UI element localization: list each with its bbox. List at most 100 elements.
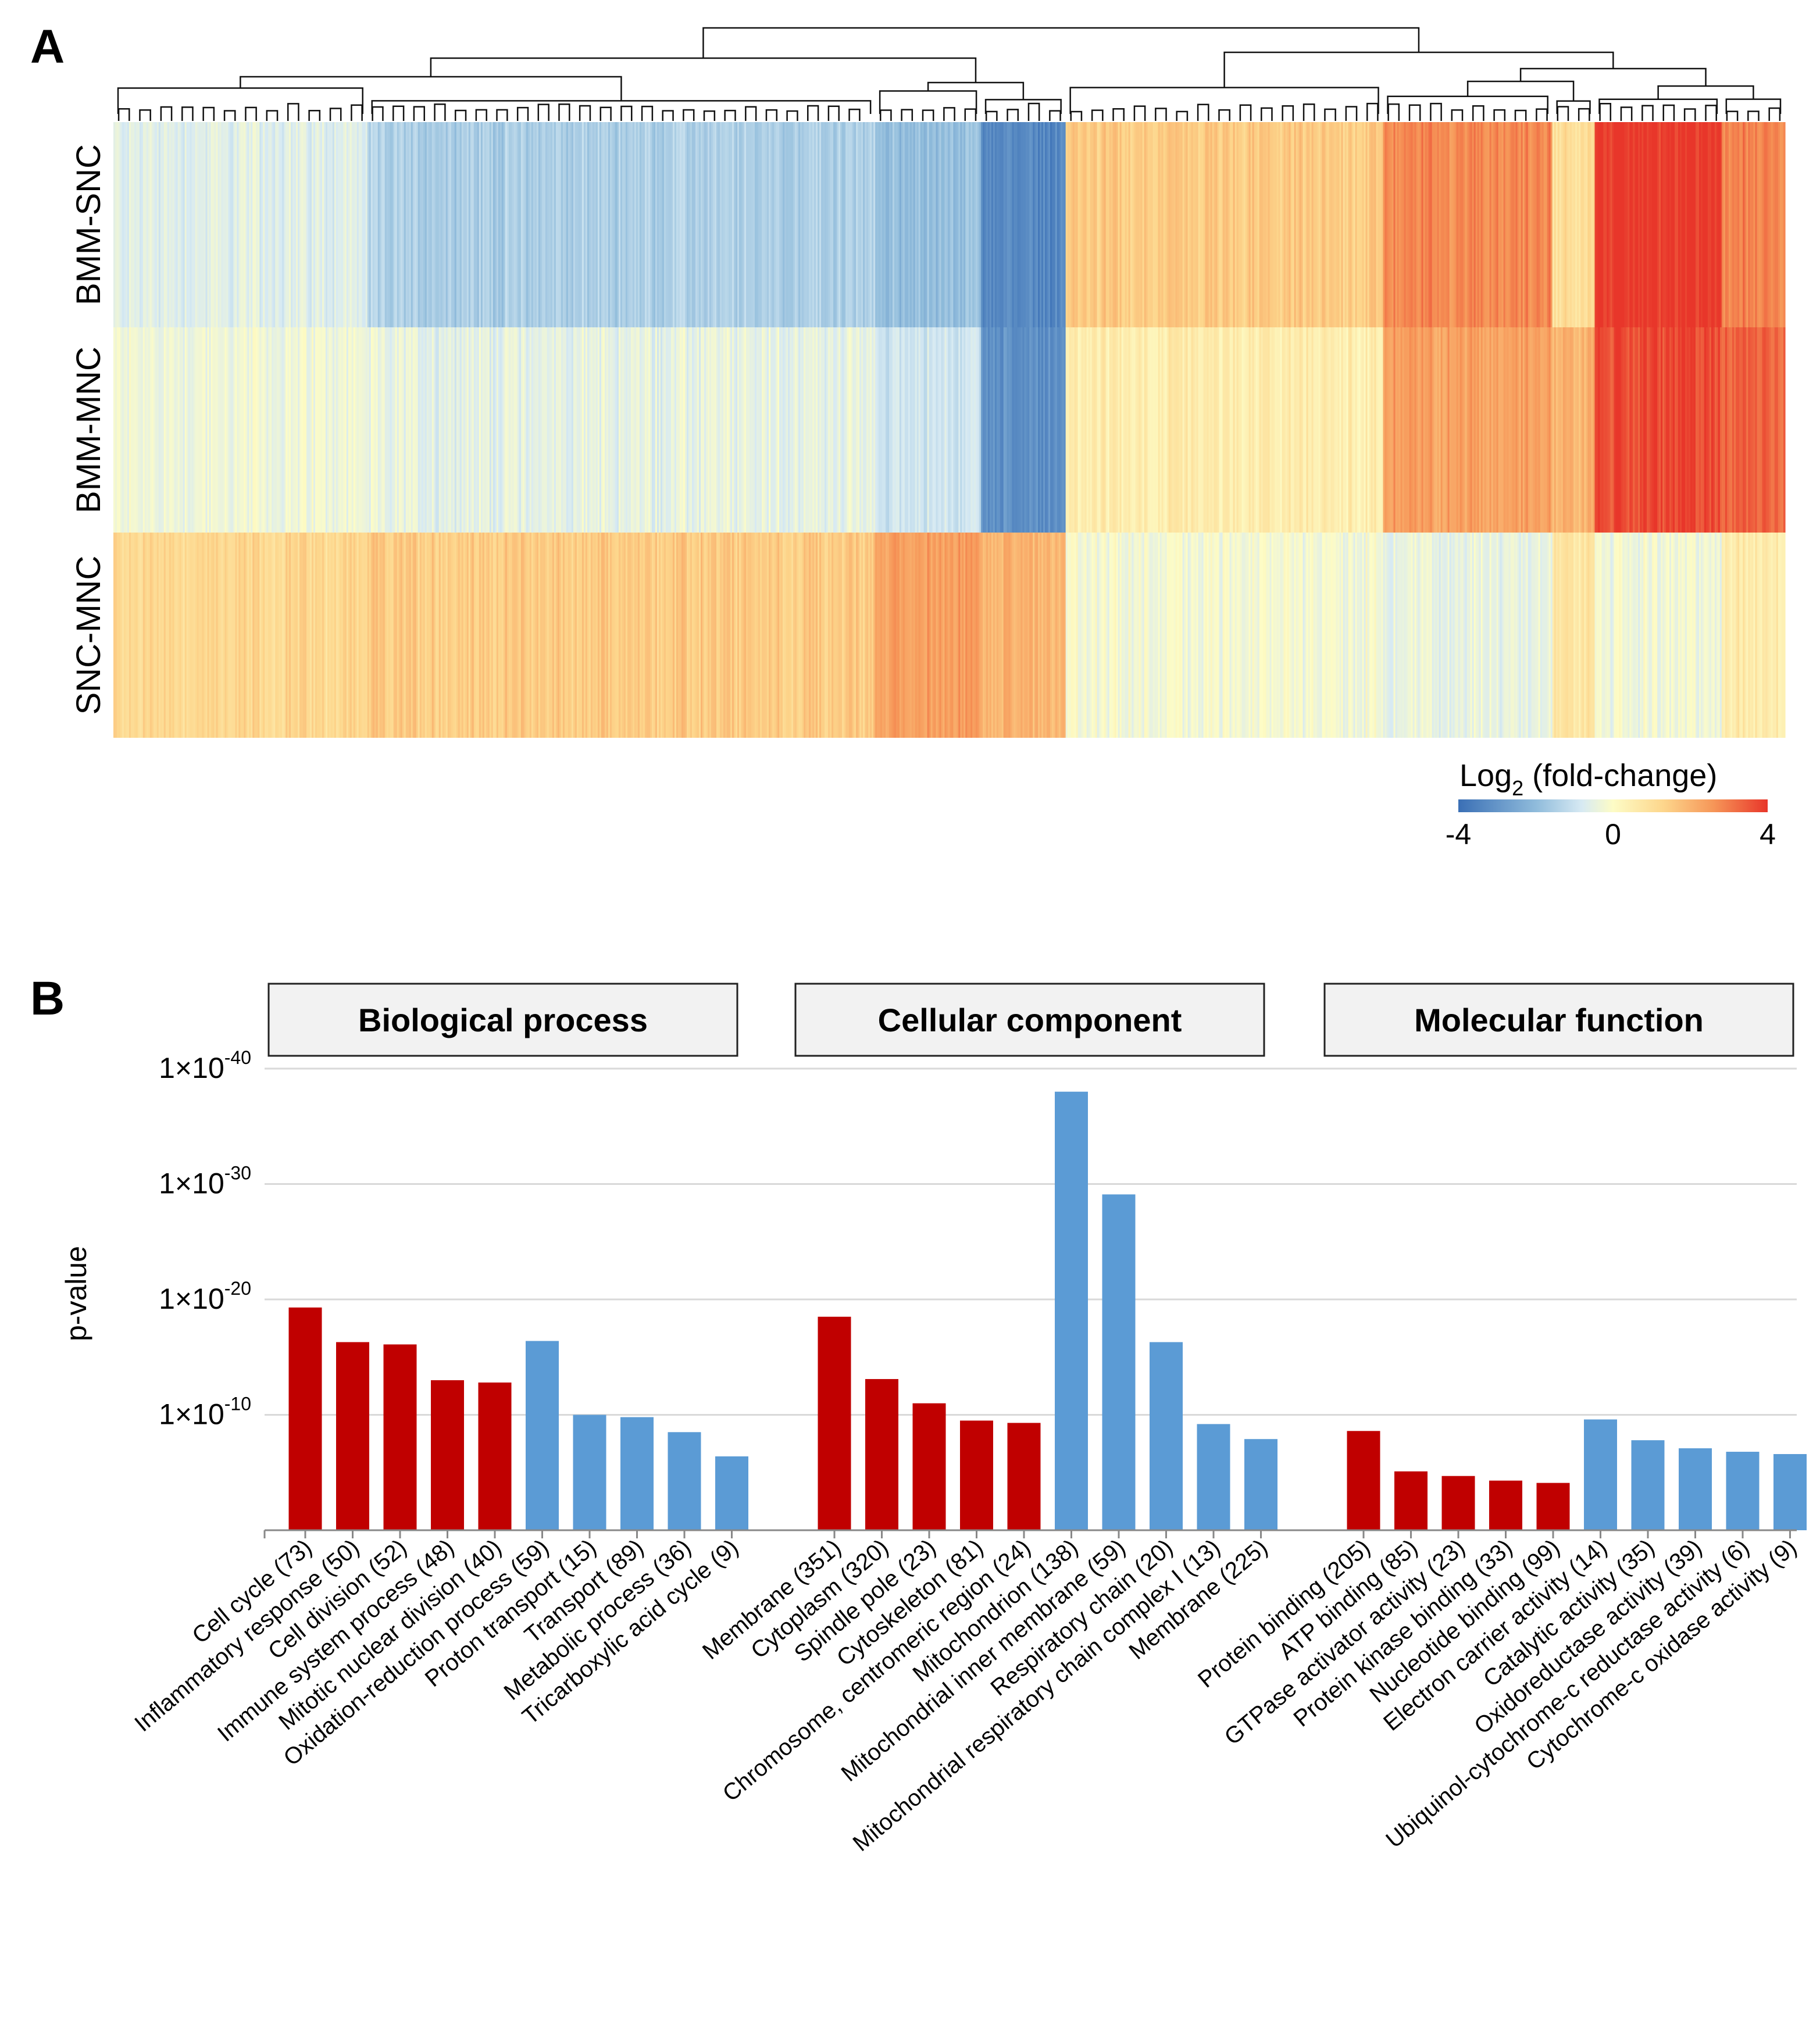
heatmap-cell — [1378, 327, 1380, 533]
heatmap-cell — [342, 327, 345, 533]
heatmap-cell — [1384, 122, 1387, 327]
heatmap-cell — [700, 327, 703, 533]
heatmap-cell — [863, 122, 865, 327]
heatmap-cell — [784, 122, 787, 327]
heatmap-cell — [936, 122, 938, 327]
heatmap-cell — [1678, 327, 1680, 533]
heatmap-cell — [1276, 122, 1279, 327]
heatmap-cell — [909, 122, 912, 327]
heatmap-cell — [557, 533, 560, 738]
dendrogram-link — [1049, 110, 1061, 121]
heatmap-cell — [894, 327, 897, 533]
heatmap-cell — [170, 122, 173, 327]
heatmap-cell — [877, 327, 879, 533]
heatmap-cell — [1043, 122, 1045, 327]
heatmap-cell — [1311, 122, 1314, 327]
heatmap-cell — [920, 533, 923, 738]
heatmap-cell — [1405, 327, 1408, 533]
heatmap-cell — [261, 122, 263, 327]
heatmap-cell — [639, 327, 642, 533]
heatmap-cell — [909, 533, 912, 738]
heatmap-cell — [814, 533, 816, 738]
heatmap-cell — [901, 327, 904, 533]
heatmap-cell — [210, 533, 213, 738]
heatmap-cell — [1186, 533, 1189, 738]
heatmap-cell — [784, 327, 787, 533]
heatmap-cell — [1010, 327, 1013, 533]
heatmap-cell — [873, 122, 876, 327]
heatmap-cell — [188, 327, 191, 533]
heatmap-cell — [1748, 327, 1750, 533]
heatmap-cell — [337, 327, 340, 533]
heatmap-cell — [1163, 327, 1166, 533]
heatmap-cell — [252, 327, 255, 533]
heatmap-cell — [849, 327, 851, 533]
heatmap-cell — [1041, 533, 1044, 738]
heatmap-cell — [231, 122, 234, 327]
heatmap-cell — [1036, 327, 1039, 533]
heatmap-cell — [512, 327, 515, 533]
heatmap-cell — [562, 533, 565, 738]
heatmap-cell — [296, 533, 298, 738]
heatmap-cell — [355, 327, 358, 533]
heatmap-cell — [277, 327, 279, 533]
heatmap-cell — [1268, 533, 1271, 738]
heatmap-cell — [1264, 122, 1267, 327]
heatmap-cell — [1189, 122, 1192, 327]
heatmap-cell — [627, 122, 630, 327]
heatmap-cell — [1631, 122, 1633, 327]
heatmap-cell — [686, 327, 689, 533]
heatmap-cell — [1675, 327, 1677, 533]
heatmap-cell — [273, 122, 276, 327]
heatmap-cell — [1771, 122, 1773, 327]
heatmap-cell — [1282, 122, 1284, 327]
heatmap-cell — [407, 122, 410, 327]
heatmap-cell — [741, 533, 743, 738]
heatmap-cell — [491, 533, 494, 738]
heatmap-cell — [856, 327, 858, 533]
heatmap-cell — [1466, 533, 1469, 738]
heatmap-cell — [162, 327, 165, 533]
heatmap-cell — [604, 533, 607, 738]
heatmap-cell — [916, 533, 919, 738]
heatmap-cell — [1391, 533, 1394, 738]
heatmap-cell — [679, 327, 682, 533]
heatmap-cell — [981, 122, 983, 327]
heatmap-cell — [249, 327, 251, 533]
heatmap-cell — [1654, 327, 1656, 533]
heatmap-cell — [135, 533, 138, 738]
heatmap-cell — [437, 122, 440, 327]
heatmap-cell — [760, 533, 762, 738]
heatmap-cell — [840, 533, 843, 738]
heatmap-cell — [1302, 533, 1305, 738]
heatmap-cell — [205, 122, 208, 327]
heatmap-cell — [571, 327, 574, 533]
heatmap-cell — [826, 327, 829, 533]
heatmap-cell — [470, 533, 473, 738]
heatmap-cell — [1221, 122, 1223, 327]
heatmap-cell — [807, 122, 809, 327]
heatmap-cell — [421, 122, 424, 327]
heatmap-cell — [412, 122, 415, 327]
heatmap-cell — [1411, 122, 1414, 327]
heatmap-cell — [1510, 122, 1513, 327]
heatmap-cell — [868, 327, 870, 533]
heatmap-cell — [188, 122, 191, 327]
heatmap-cell — [1304, 122, 1307, 327]
heatmap-cell — [442, 533, 445, 738]
heatmap-cell — [1486, 327, 1489, 533]
heatmap-cell — [226, 122, 229, 327]
heatmap-cell — [1140, 122, 1143, 327]
heatmap-cell — [722, 533, 724, 738]
dendrogram-link — [1387, 95, 1548, 114]
heatmap-cell — [1019, 533, 1022, 738]
heatmap-cell — [1173, 327, 1176, 533]
heatmap-cell — [1640, 327, 1642, 533]
heatmap-cell — [1774, 533, 1777, 738]
heatmap-cell — [475, 122, 478, 327]
dendrogram-link — [1261, 107, 1273, 121]
heatmap-cell — [1479, 327, 1482, 533]
heatmap-cell — [581, 533, 584, 738]
heatmap-cell — [451, 327, 454, 533]
heatmap-cell — [305, 122, 307, 327]
